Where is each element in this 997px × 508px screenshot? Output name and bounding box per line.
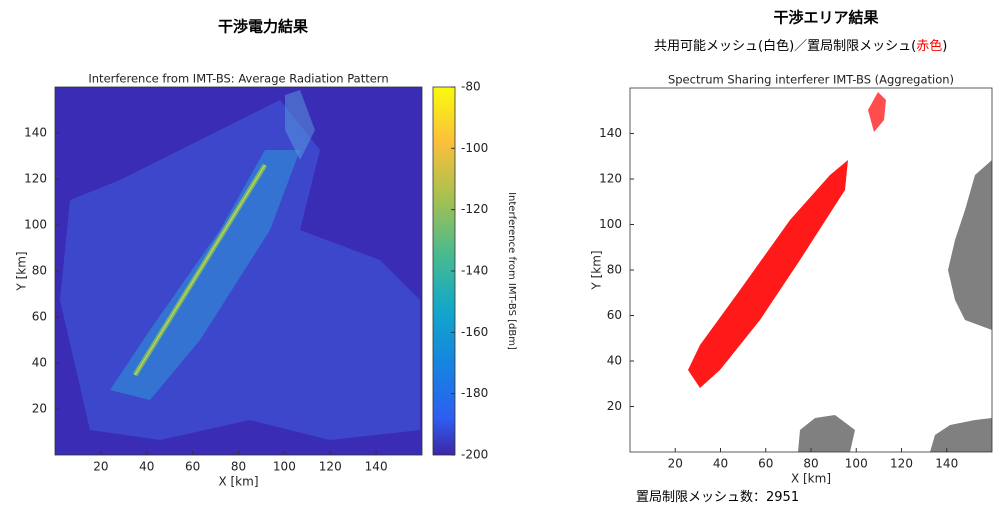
y-tick-label: 20	[607, 399, 622, 413]
heading: 干渉エリア結果	[773, 9, 879, 27]
x-tick-label: 120	[319, 460, 342, 474]
y-tick-label: 20	[32, 402, 47, 416]
x-tick-label: 80	[803, 457, 818, 471]
y-tick-label: 60	[607, 308, 622, 322]
subtitle: 共用可能メッシュ(白色)／置局制限メッシュ(赤色)	[654, 38, 947, 54]
subtitle-part: )	[942, 39, 947, 54]
colorbar-tick-label: -160	[461, 325, 488, 339]
subtitle-part: 共用可能メッシュ(白色)／置局制限メッシュ(	[654, 38, 916, 54]
y-tick-label: 120	[599, 172, 622, 186]
y-tick-label: 80	[32, 264, 47, 278]
map-image	[630, 88, 992, 452]
x-tick-label: 100	[845, 457, 868, 471]
colorbar-tick-label: -200	[461, 448, 488, 462]
y-tick-label: 60	[32, 310, 47, 324]
x-tick-label: 120	[890, 457, 913, 471]
y-tick-label: 140	[24, 126, 47, 140]
colorbar-tick-label: -100	[461, 141, 488, 155]
y-tick-label: 40	[607, 354, 622, 368]
x-tick-label: 140	[935, 457, 958, 471]
y-tick-label: 100	[24, 218, 47, 232]
x-tick-label: 80	[231, 460, 246, 474]
colorbar-tick-label: -80	[461, 80, 481, 94]
heatmap-image	[55, 87, 422, 455]
x-tick-label: 40	[139, 460, 154, 474]
x-tick-label: 60	[758, 457, 773, 471]
chart-title: Interference from IMT-BS: Average Radiat…	[88, 72, 388, 86]
colorbar-label: Interference from IMT-BS [dBm]	[506, 192, 517, 350]
x-tick-label: 60	[185, 460, 200, 474]
y-tick-label: 40	[32, 356, 47, 370]
x-tick-label: 20	[668, 457, 683, 471]
subtitle-part: 赤色	[916, 38, 942, 54]
chart-title: Spectrum Sharing interferer IMT-BS (Aggr…	[668, 73, 954, 87]
y-axis-label: Y [km]	[15, 251, 29, 291]
y-tick-label: 100	[599, 217, 622, 231]
heading: 干渉電力結果	[218, 18, 309, 36]
x-axis-label: X [km]	[791, 472, 831, 486]
count: 2951	[766, 490, 799, 505]
y-tick-label: 140	[599, 126, 622, 140]
count-label: 置局制限メッシュ数：	[636, 490, 766, 505]
y-tick-label: 120	[24, 172, 47, 186]
count-note: 置局制限メッシュ数：2951	[636, 490, 799, 505]
x-tick-label: 40	[713, 457, 728, 471]
y-tick-label: 80	[607, 263, 622, 277]
x-tick-label: 140	[365, 460, 388, 474]
colorbar-tick-label: -140	[461, 264, 488, 278]
y-axis-label: Y [km]	[590, 250, 604, 290]
colorbar-tick-label: -120	[461, 202, 488, 216]
colorbar-tick-label: -180	[461, 386, 488, 400]
x-tick-label: 20	[93, 460, 108, 474]
x-axis-label: X [km]	[218, 475, 258, 489]
x-tick-label: 100	[273, 460, 296, 474]
